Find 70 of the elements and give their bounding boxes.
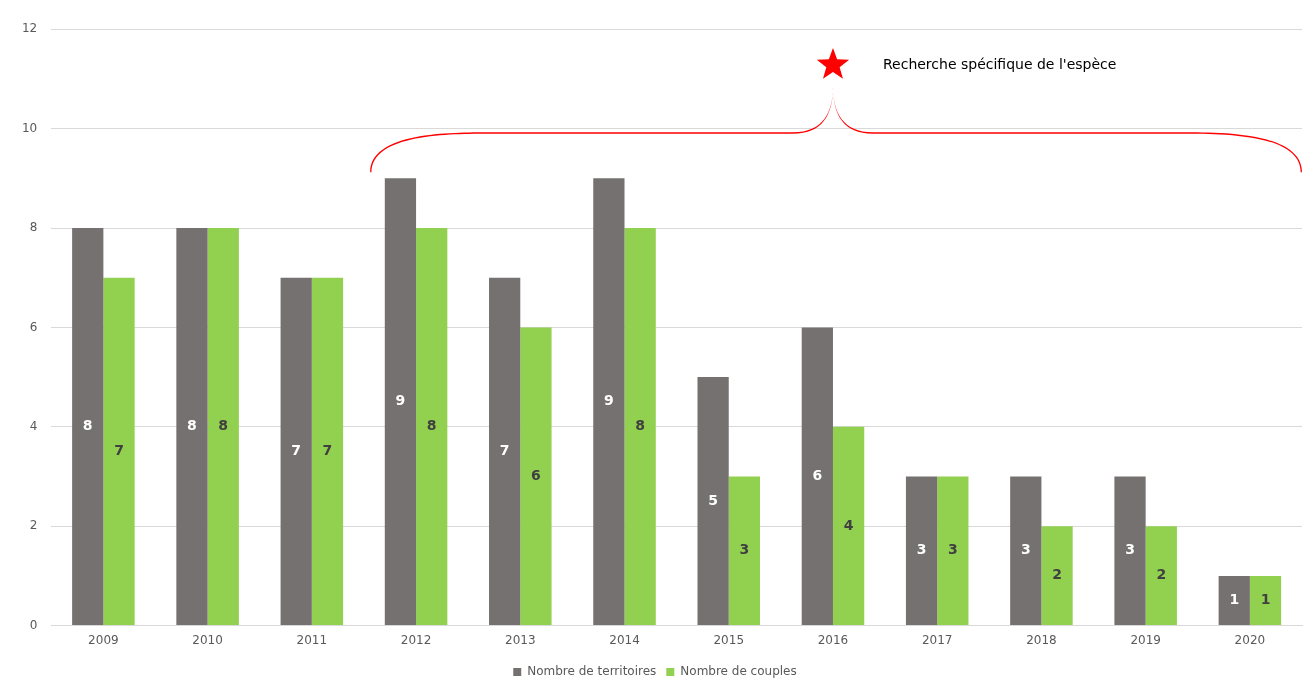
data-label: 8: [426, 417, 437, 434]
data-label: 2: [1052, 566, 1062, 583]
data-label: 3: [1125, 541, 1135, 558]
bar: [1145, 526, 1177, 626]
data-label: 8: [187, 417, 197, 434]
bar: [1041, 526, 1073, 626]
data-label: 3: [947, 541, 958, 558]
x-tick-label: 2011: [296, 632, 328, 647]
data-label: 9: [395, 392, 406, 409]
bar: [520, 327, 552, 626]
data-label: 7: [499, 442, 510, 459]
bar: [801, 327, 833, 626]
x-tick-label: 2012: [400, 632, 432, 647]
data-label: 3: [1020, 541, 1031, 558]
data-label: 6: [531, 466, 541, 483]
bar: [176, 228, 208, 626]
y-tick-label: 12: [21, 21, 38, 36]
bar: [593, 178, 625, 626]
legend-label: Nombre de couples: [680, 664, 797, 679]
x-tick-label: 2016: [817, 632, 849, 647]
x-tick-label: 2017: [921, 632, 953, 647]
bar: [1249, 575, 1282, 626]
bar: [832, 426, 865, 626]
y-tick-label: 10: [21, 120, 38, 135]
bar: [697, 377, 729, 626]
data-label: 8: [218, 417, 229, 434]
legend-label: Nombre de territoires: [527, 664, 657, 679]
bar: [1010, 476, 1042, 626]
bar: [1218, 575, 1250, 626]
bar: [489, 277, 521, 626]
bar: [728, 476, 761, 626]
x-tick-label: 2015: [713, 632, 745, 647]
data-label: 7: [114, 442, 124, 459]
annotation: Recherche spécifique de l'espèce: [882, 55, 1117, 72]
bar: [72, 228, 104, 626]
data-label: 6: [812, 466, 823, 483]
bar: [624, 228, 656, 626]
data-label: 3: [739, 541, 750, 558]
y-tick-label: 4: [29, 418, 38, 433]
x-tick-label: 2018: [1026, 632, 1057, 647]
y-tick-label: 2: [29, 518, 38, 533]
bar: [311, 277, 344, 626]
y-tick-label: 6: [29, 319, 38, 334]
x-tick-label: 2009: [88, 632, 119, 647]
data-label: 8: [82, 417, 93, 434]
bar: [103, 277, 135, 626]
data-label: 2: [1156, 566, 1167, 583]
x-tick-label: 2020: [1234, 632, 1266, 647]
bar: [905, 476, 938, 626]
data-label: 8: [635, 417, 646, 434]
data-label: 9: [604, 392, 614, 409]
x-tick-label: 2014: [609, 632, 640, 647]
bar: [1114, 476, 1146, 626]
data-label: 7: [322, 442, 333, 459]
data-label: 4: [843, 516, 854, 533]
y-tick-label: 8: [29, 220, 38, 235]
bar: [416, 228, 448, 626]
bar: [937, 476, 969, 626]
data-label: 1: [1260, 591, 1271, 608]
data-label: 3: [916, 541, 927, 558]
x-tick-label: 2013: [505, 632, 536, 647]
data-label: 1: [1229, 591, 1240, 608]
bar: [384, 178, 417, 626]
data-label: 7: [291, 442, 302, 459]
bar: [280, 277, 312, 626]
x-tick-label: 2010: [192, 632, 223, 647]
x-tick-label: 2019: [1130, 632, 1161, 647]
data-label: 5: [708, 491, 718, 508]
bar: [207, 228, 239, 626]
y-tick-label: 0: [29, 617, 38, 632]
